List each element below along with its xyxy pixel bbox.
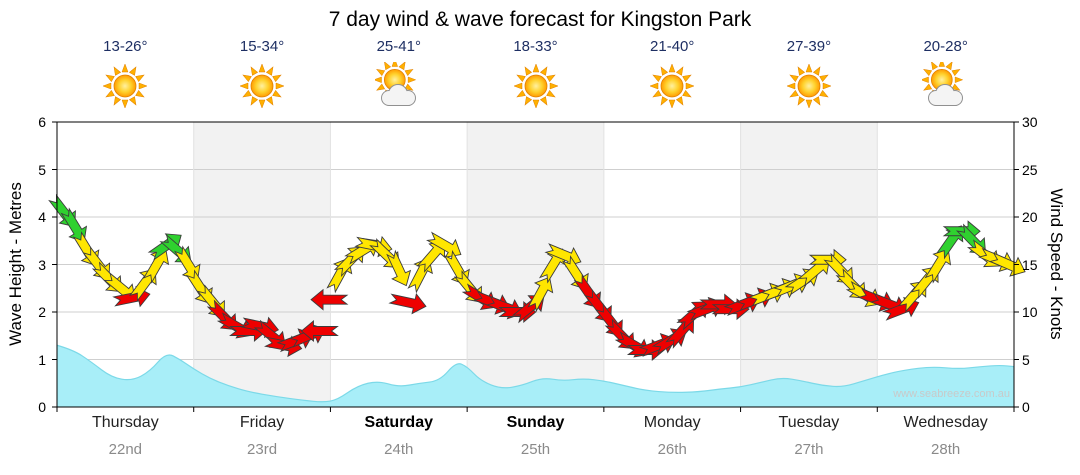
wave-height-area xyxy=(57,345,1014,407)
temp-range-friday: 15-34° xyxy=(239,38,285,55)
right-axis-tick-label: 10 xyxy=(1022,304,1038,320)
x-date-wednesday: 28th xyxy=(931,441,961,458)
watermark: www.seabreeze.com.au xyxy=(893,388,1010,400)
wind-arrow xyxy=(300,320,339,342)
page-title: 7 day wind & wave forecast for Kingston … xyxy=(328,8,752,31)
left-axis-tick-label: 4 xyxy=(38,209,46,225)
x-date-thursday: 22nd xyxy=(108,441,143,458)
x-label-tuesday: Tuesday xyxy=(778,414,840,431)
temp-range-tuesday: 27-39° xyxy=(786,38,832,55)
wind-arrow xyxy=(129,268,157,302)
x-label-sunday: Sunday xyxy=(506,414,565,431)
x-label-monday: Monday xyxy=(643,414,701,431)
temp-range-monday: 21-40° xyxy=(650,38,695,55)
right-axis-tick-label: 0 xyxy=(1022,399,1030,415)
wind-arrow xyxy=(416,240,446,273)
left-axis-tick-label: 1 xyxy=(38,351,46,368)
left-axis-tick-label: 2 xyxy=(38,304,46,320)
wind-arrow xyxy=(60,207,88,243)
right-axis-tick-label: 5 xyxy=(1022,351,1030,368)
x-date-tuesday: 27th xyxy=(794,441,824,458)
wave-height-line xyxy=(56,344,1015,403)
sun-icon xyxy=(648,62,696,110)
left-axis-tick-label: 0 xyxy=(38,399,46,415)
x-date-sunday: 25th xyxy=(520,441,551,458)
right-axis-tick-label: 15 xyxy=(1022,256,1038,273)
sun-icon xyxy=(785,62,833,110)
x-date-saturday: 24th xyxy=(384,441,414,458)
left-axis-tick-label: 3 xyxy=(38,256,46,273)
x-label-wednesday: Wednesday xyxy=(903,414,988,431)
left-axis-tick-label: 5 xyxy=(38,161,46,178)
right-axis-tick-label: 20 xyxy=(1022,209,1038,225)
x-label-thursday: Thursday xyxy=(92,414,159,431)
temp-range-sunday: 18-33° xyxy=(513,38,558,55)
sun-cloud-icon xyxy=(919,58,970,110)
sun-cloud-icon xyxy=(373,58,423,110)
sun-icon xyxy=(101,62,149,110)
sun-icon xyxy=(238,62,286,110)
temp-range-thursday: 13-26° xyxy=(103,38,148,55)
wind-arrow xyxy=(988,252,1026,277)
x-label-saturday: Saturday xyxy=(364,414,433,431)
temp-range-wednesday: 20-28° xyxy=(923,38,968,55)
wind-arrow xyxy=(142,248,170,284)
wind-arrow xyxy=(388,292,427,315)
left-axis-tick-label: 6 xyxy=(38,114,46,130)
x-date-friday: 23rd xyxy=(247,441,278,458)
right-axis-tick-label: 30 xyxy=(1022,114,1038,130)
right-axis-tick-label: 25 xyxy=(1022,161,1038,178)
wind-arrow xyxy=(527,276,554,313)
wind-arrow xyxy=(310,288,349,311)
sun-icon xyxy=(512,62,560,110)
x-label-friday: Friday xyxy=(239,414,285,431)
wind-arrow xyxy=(173,245,201,281)
x-date-monday: 26th xyxy=(657,441,687,458)
temp-range-saturday: 25-41° xyxy=(376,38,421,55)
wind-arrow xyxy=(386,249,412,287)
